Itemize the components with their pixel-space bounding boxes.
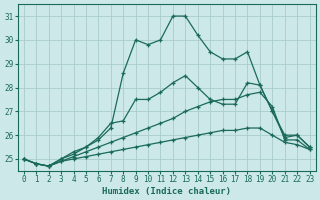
X-axis label: Humidex (Indice chaleur): Humidex (Indice chaleur) xyxy=(102,187,231,196)
